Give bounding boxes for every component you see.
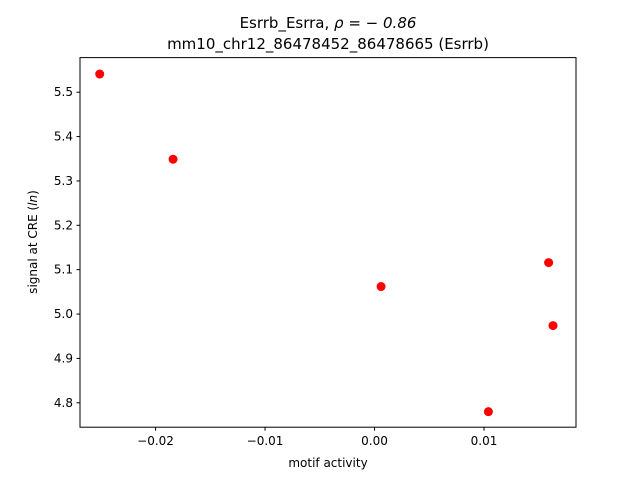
y-axis-label: signal at CRE (ln) <box>26 190 40 294</box>
y-tick-label: 5.1 <box>54 263 73 277</box>
scatter-point <box>95 69 105 79</box>
y-tick-label: 5.3 <box>54 174 73 188</box>
chart-title-line1: Esrrb_Esrra, ρ = − 0.86 <box>240 14 417 33</box>
scatter-point <box>548 321 558 331</box>
y-tick-label: 5.5 <box>54 85 73 99</box>
plot-area-frame <box>79 57 577 428</box>
y-tick-label: 5.2 <box>54 218 73 232</box>
scatter-point <box>544 258 554 268</box>
y-axis-ticks: 4.8 4.9 5.0 5.1 5.2 5.3 5.4 5.5 <box>54 85 80 410</box>
x-axis-ticks: −0.02 −0.01 0.00 0.01 <box>137 427 497 448</box>
scatter-point <box>376 282 386 292</box>
chart-title-line2: mm10_chr12_86478452_86478665 (Esrrb) <box>167 35 489 54</box>
x-tick-label: 0.01 <box>471 434 498 448</box>
y-tick-label: 5.0 <box>54 307 73 321</box>
y-tick-label: 4.9 <box>54 351 73 365</box>
x-tick-label: −0.02 <box>137 434 174 448</box>
data-points <box>95 69 558 417</box>
x-axis-label: motif activity <box>288 456 367 470</box>
y-tick-label: 5.4 <box>54 130 73 144</box>
x-tick-label: 0.00 <box>361 434 388 448</box>
y-tick-label: 4.8 <box>54 396 73 410</box>
scatter-point <box>483 407 493 417</box>
scatter-point <box>168 154 178 164</box>
x-tick-label: −0.01 <box>247 434 284 448</box>
